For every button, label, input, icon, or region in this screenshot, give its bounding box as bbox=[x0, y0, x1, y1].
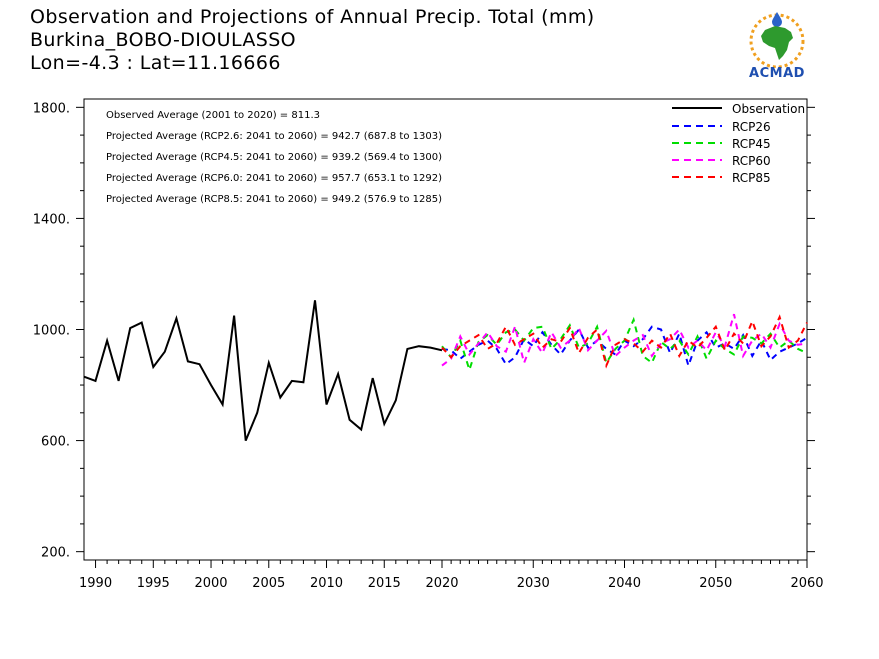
series-line-observation bbox=[83, 300, 443, 441]
y-tick-label: 200. bbox=[41, 546, 70, 561]
stats-block: Observed Average (2001 to 2020) = 811.3 … bbox=[106, 110, 442, 205]
chart-title-block: Observation and Projections of Annual Pr… bbox=[30, 6, 595, 75]
x-tick-label: 2030 bbox=[517, 576, 550, 591]
acmad-logo: ACMAD bbox=[735, 8, 819, 84]
x-tick-label: 1990 bbox=[79, 576, 112, 591]
legend-label-observation: Observation bbox=[732, 102, 805, 116]
chart-title: Observation and Projections of Annual Pr… bbox=[30, 6, 595, 28]
station-coordinates: Lon=-4.3 : Lat=11.16666 bbox=[30, 52, 281, 74]
y-axis: 200. 600. 1000. 1400. 1800. bbox=[33, 101, 815, 561]
x-tick-label: 2000 bbox=[194, 576, 227, 591]
x-tick-label: 2010 bbox=[310, 576, 343, 591]
logo-text: ACMAD bbox=[749, 66, 805, 81]
x-tick-label: 1995 bbox=[137, 576, 170, 591]
stat-rcp26-average: Projected Average (RCP2.6: 2041 to 2060)… bbox=[106, 131, 442, 142]
y-tick-label: 600. bbox=[41, 435, 70, 450]
stat-rcp45-average: Projected Average (RCP4.5: 2041 to 2060)… bbox=[106, 152, 442, 163]
plot-border bbox=[83, 98, 808, 561]
x-tick-label: 2060 bbox=[790, 576, 823, 591]
legend-label-rcp26: RCP26 bbox=[732, 120, 771, 134]
series-line-rcp85 bbox=[441, 314, 808, 369]
x-tick-label: 2005 bbox=[252, 576, 285, 591]
y-tick-label: 1800. bbox=[33, 101, 70, 116]
y-tick-label: 1000. bbox=[33, 324, 70, 339]
series-line-rcp60 bbox=[441, 313, 808, 367]
x-tick-label: 2040 bbox=[608, 576, 641, 591]
africa-map-logo-icon bbox=[749, 12, 805, 69]
stat-rcp60-average: Projected Average (RCP6.0: 2041 to 2060)… bbox=[106, 173, 442, 184]
stat-rcp85-average: Projected Average (RCP8.5: 2041 to 2060)… bbox=[106, 194, 442, 205]
x-tick-label: 2020 bbox=[425, 576, 458, 591]
legend-label-rcp85: RCP85 bbox=[732, 171, 771, 185]
x-tick-label: 2015 bbox=[368, 576, 401, 591]
station-name: Burkina_BOBO-DIOULASSO bbox=[30, 29, 297, 51]
legend-label-rcp60: RCP60 bbox=[732, 154, 771, 168]
legend: Observation RCP26 RCP45 RCP60 RCP85 bbox=[672, 102, 805, 185]
y-tick-label: 1400. bbox=[33, 212, 70, 227]
stat-observed-average: Observed Average (2001 to 2020) = 811.3 bbox=[106, 110, 320, 121]
legend-label-rcp45: RCP45 bbox=[732, 137, 771, 151]
plot-frame bbox=[83, 98, 808, 561]
x-tick-label: 2050 bbox=[699, 576, 732, 591]
x-axis: 1990 1995 2000 2005 2010 2015 2020 2030 2040 2050… bbox=[79, 560, 824, 591]
series-layer bbox=[83, 300, 808, 441]
series-line-rcp45 bbox=[441, 316, 808, 374]
